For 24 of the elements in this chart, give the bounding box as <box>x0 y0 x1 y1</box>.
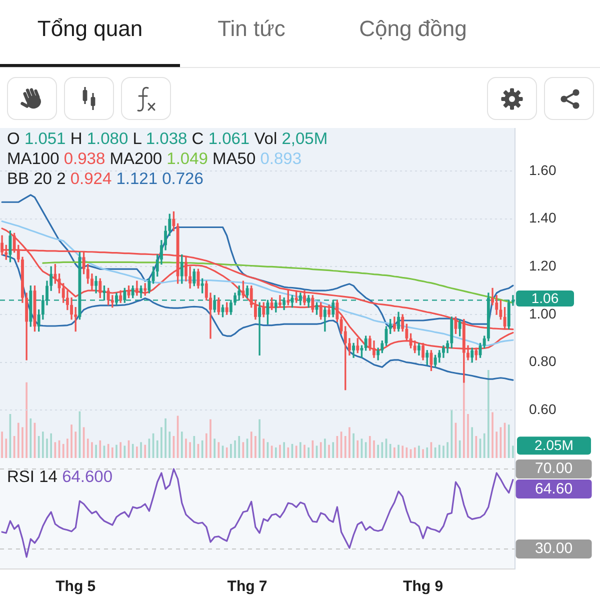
text: O 1.051 H 1.080 L 1.038 C 1.061 Vol 2,05M <box>7 130 328 148</box>
text: Cộng đồng <box>359 16 467 42</box>
y-tick-label: 1.40 <box>529 210 556 226</box>
x-tick-label: Thg 7 <box>227 578 268 596</box>
candlestick <box>491 288 494 306</box>
x-tick-label: Thg 5 <box>56 578 96 596</box>
annotation: MA100 0.938 MA200 1.049 MA50 0.893 <box>7 150 302 168</box>
text: Tin tức <box>218 16 286 42</box>
y-tick-label: 0.60 <box>529 401 556 418</box>
data-label: 64.60 <box>534 480 573 498</box>
candlestick <box>258 302 262 356</box>
y-tick-label: 70.00 <box>534 460 573 478</box>
ref-line-label: 1.06 <box>531 290 559 306</box>
text: 2.05M <box>534 437 574 454</box>
x-tick-label: Thg 9 <box>403 578 444 596</box>
annotation: BB 20 2 0.924 1.121 0.726 <box>7 170 204 188</box>
annotation: RSI 14 64.600 <box>7 468 113 486</box>
y-tick-label: 1.60 <box>529 162 556 178</box>
y-tick-label: 0.80 <box>529 353 556 370</box>
y-tick-label: 1.00 <box>529 305 556 322</box>
text: Tổng quan <box>37 16 143 42</box>
y-tick-label: 30.00 <box>534 540 573 558</box>
y-tick-label: 1.20 <box>529 258 556 274</box>
candlestick <box>278 295 282 308</box>
